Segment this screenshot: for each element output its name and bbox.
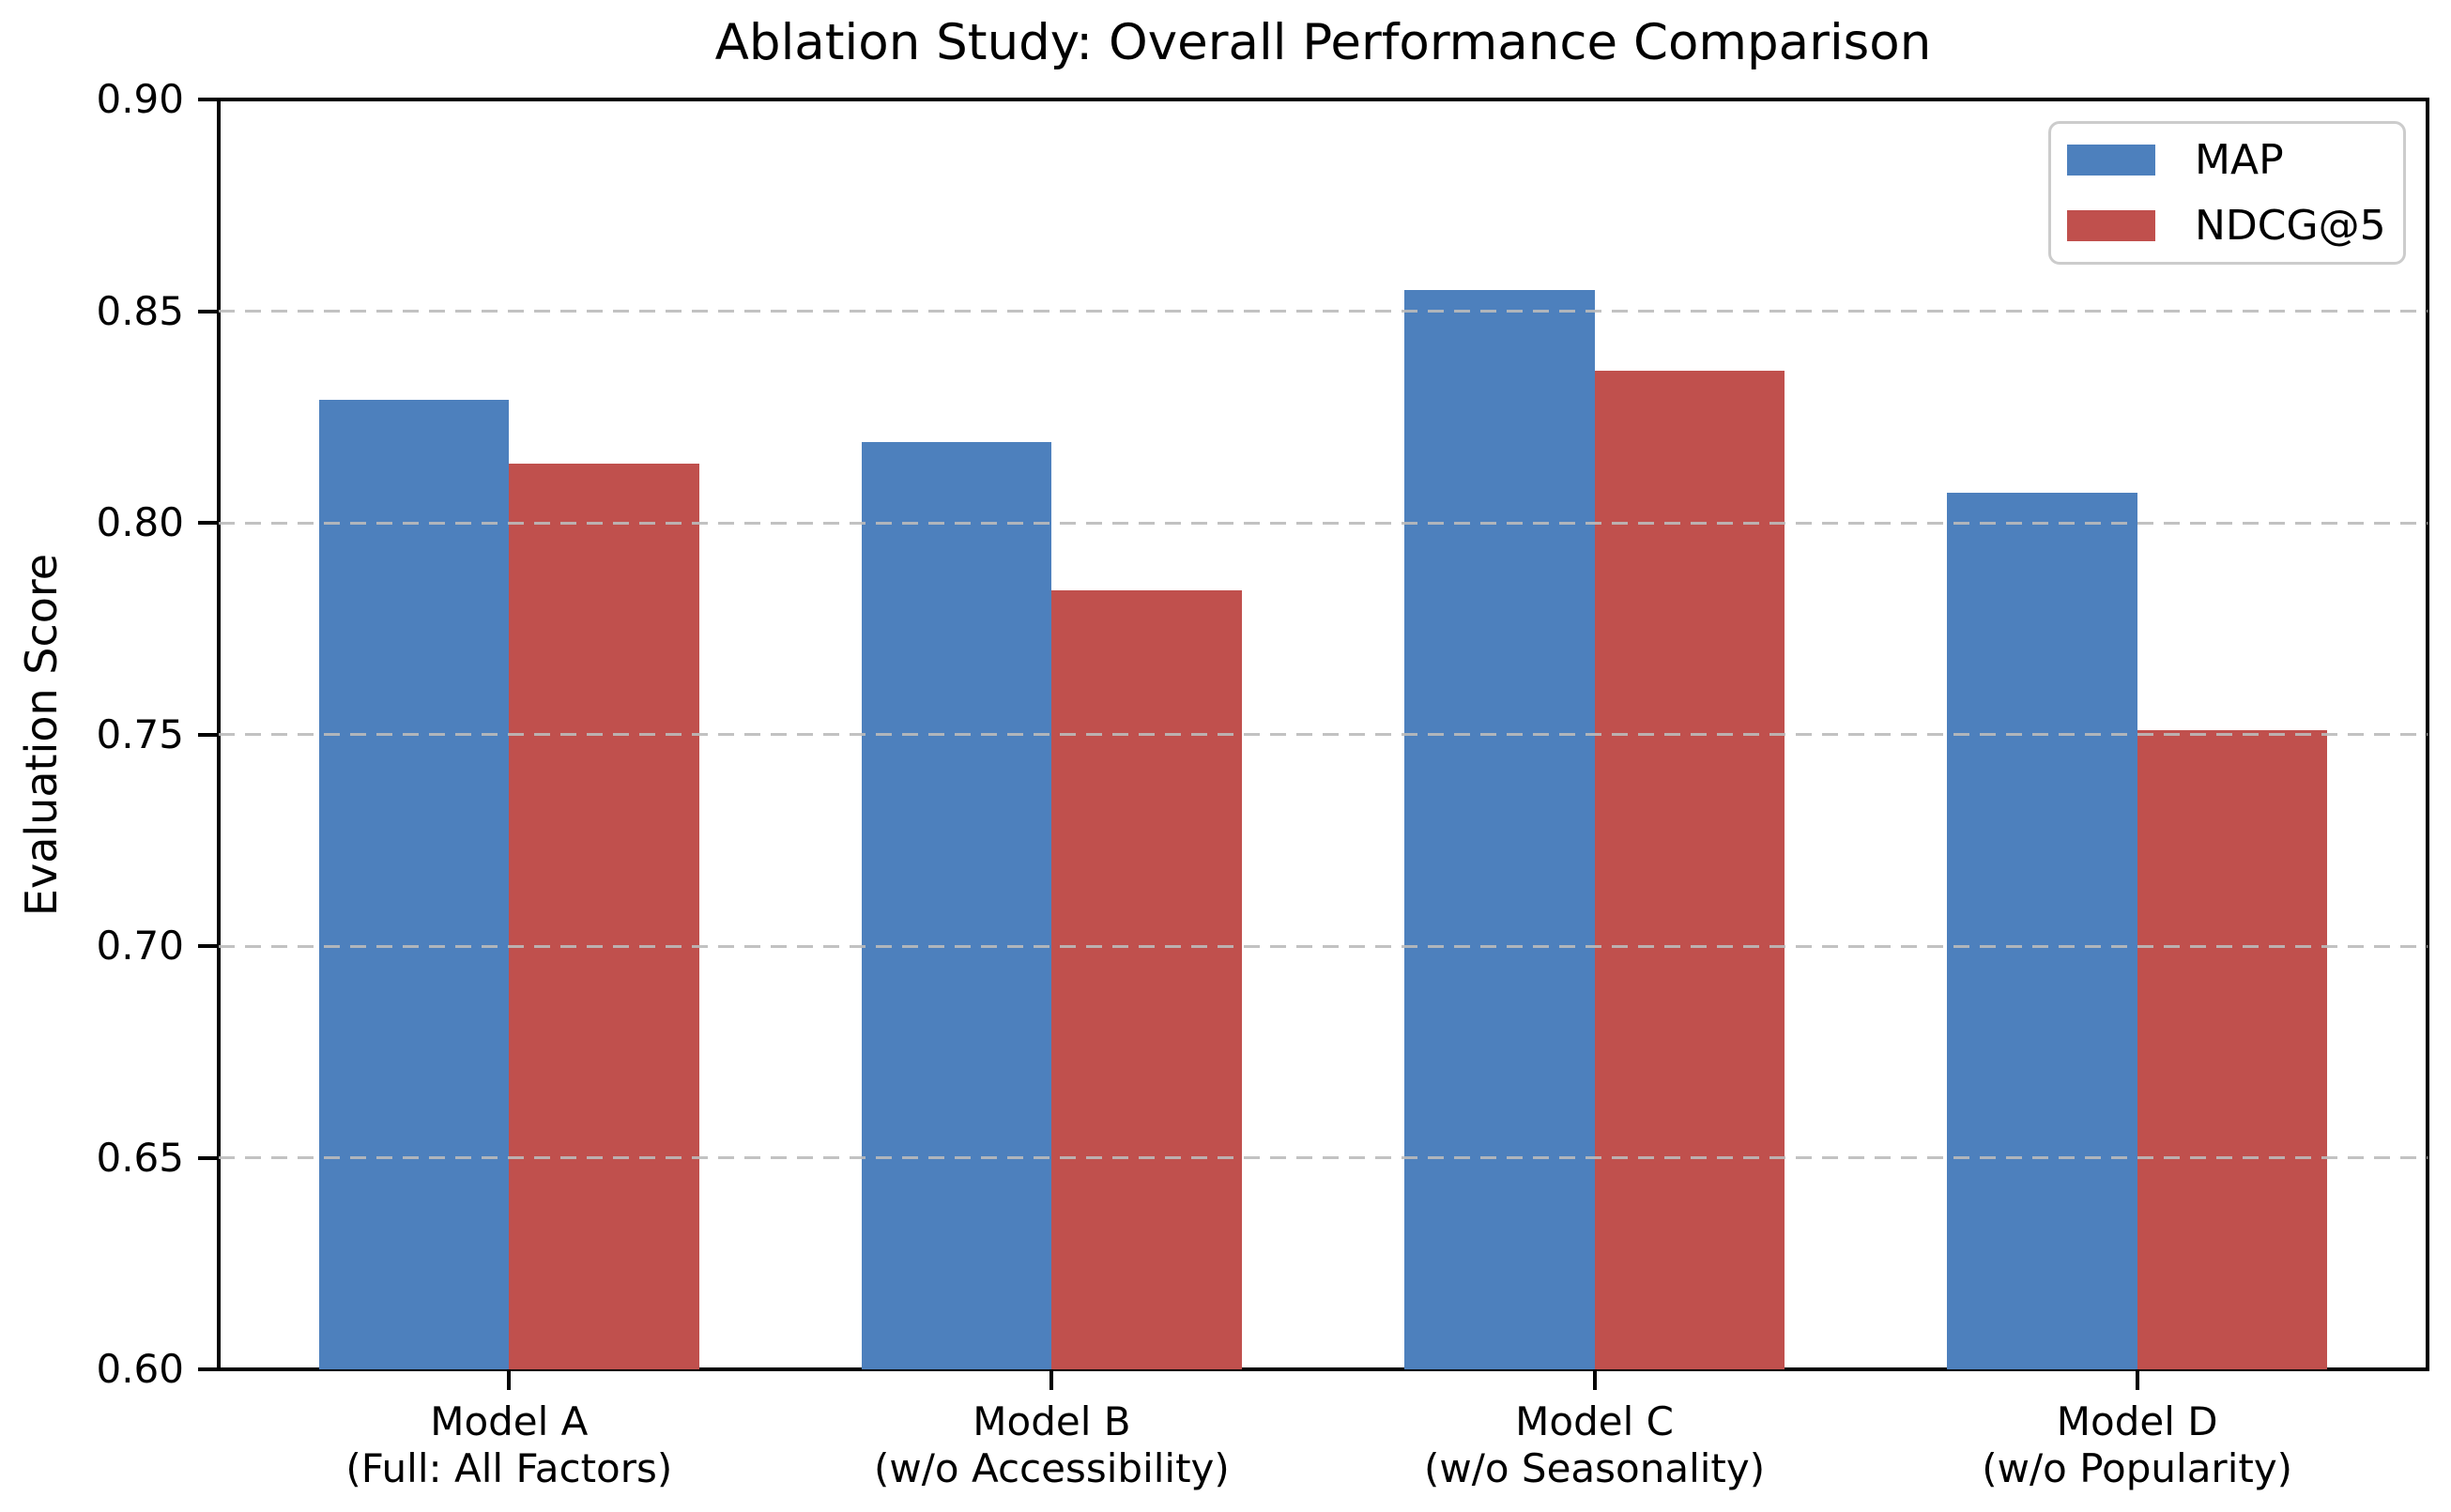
bar-map-model-a <box>318 400 510 1369</box>
legend-row-map: MAP <box>2067 135 2403 184</box>
x-tick-label-note-model-d: (w/o Popularity) <box>1982 1445 2293 1491</box>
bar-ndcg-5-model-a <box>509 463 699 1369</box>
gridline-0.65 <box>219 1156 2428 1159</box>
legend-row-ndcg-5: NDCG@5 <box>2067 201 2403 250</box>
legend: MAP NDCG@5 <box>2048 121 2406 265</box>
y-tick-0.90 <box>198 98 217 101</box>
bar-ndcg-5-model-c <box>1594 370 1785 1369</box>
bar-map-model-c <box>1404 289 1595 1369</box>
y-tick-label-0.65: 0.65 <box>96 1134 184 1181</box>
y-tick-label-0.60: 0.60 <box>96 1346 184 1392</box>
bar-ndcg-5-model-d <box>2137 729 2328 1369</box>
legend-label-ndcg-5: NDCG@5 <box>2195 201 2386 250</box>
y-tick-0.75 <box>198 732 217 737</box>
y-tick-label-0.90: 0.90 <box>96 76 184 122</box>
gridline-0.75 <box>219 733 2428 736</box>
x-tick-label-note-model-b: (w/o Accessibility) <box>874 1445 1230 1491</box>
x-tick-model-c <box>1592 1371 1597 1390</box>
bar-ndcg-5-model-b <box>1051 590 1242 1369</box>
x-tick-label-note-model-c: (w/o Seasonality) <box>1423 1445 1766 1491</box>
legend-label-map: MAP <box>2195 135 2284 184</box>
gridline-0.85 <box>219 310 2428 313</box>
bar-map-model-b <box>862 442 1052 1369</box>
x-tick-model-d <box>2135 1371 2139 1390</box>
gridline-0.80 <box>219 521 2428 525</box>
y-tick-label-0.70: 0.70 <box>96 923 184 969</box>
legend-swatch-ndcg-5 <box>2067 210 2155 241</box>
bar-map-model-d <box>1947 493 2137 1369</box>
chart-title: Ablation Study: Overall Performance Comp… <box>714 14 1932 71</box>
x-tick-model-a <box>507 1371 512 1390</box>
x-tick-label-name-model-d: Model D <box>2056 1398 2218 1444</box>
x-tick-label-name-model-b: Model B <box>973 1398 1131 1444</box>
x-tick-label-model-b: Model B (w/o Accessibility) <box>723 1398 1380 1492</box>
legend-swatch-map <box>2067 145 2155 176</box>
y-tick-label-0.80: 0.80 <box>96 499 184 545</box>
y-tick-label-0.85: 0.85 <box>96 287 184 334</box>
y-tick-0.85 <box>198 309 217 313</box>
gridline-0.70 <box>219 944 2428 948</box>
y-tick-0.65 <box>198 1155 217 1160</box>
x-tick-model-b <box>1049 1371 1054 1390</box>
y-tick-label-0.75: 0.75 <box>96 710 184 757</box>
x-tick-label-model-c: Model C (w/o Seasonality) <box>1266 1398 1923 1492</box>
x-tick-label-name-model-a: Model A <box>430 1398 589 1444</box>
x-tick-label-model-a: Model A (Full: All Factors) <box>180 1398 837 1492</box>
x-tick-label-note-model-a: (Full: All Factors) <box>345 1445 673 1491</box>
y-tick-0.80 <box>198 521 217 525</box>
x-tick-label-model-d: Model D (w/o Popularity) <box>1809 1398 2451 1492</box>
y-tick-0.60 <box>198 1367 217 1371</box>
y-tick-0.70 <box>198 944 217 948</box>
x-tick-label-name-model-c: Model C <box>1515 1398 1674 1444</box>
